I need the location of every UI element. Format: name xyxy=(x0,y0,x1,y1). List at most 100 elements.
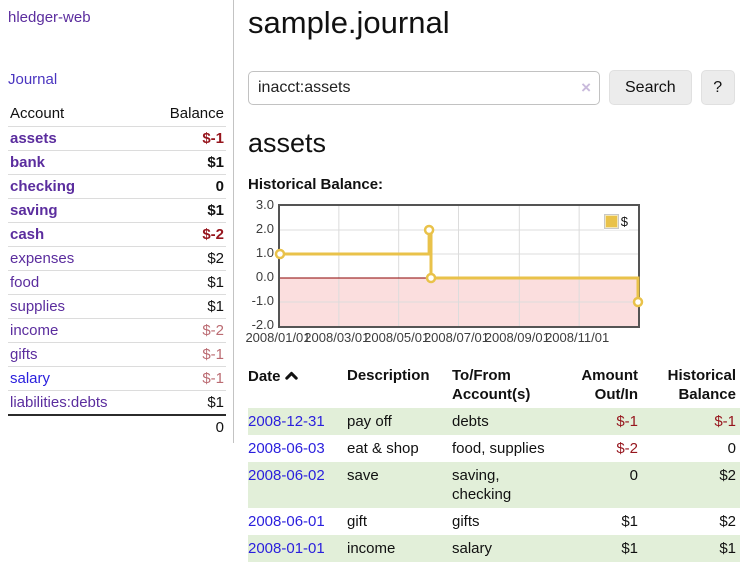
sidebar-account-link[interactable]: food xyxy=(10,274,40,291)
account-heading: assets xyxy=(248,128,327,158)
accounts-col-account: Account xyxy=(8,101,147,127)
page-title: sample.journal xyxy=(248,5,450,40)
search-form: × Search ? xyxy=(248,70,742,105)
account-balance: $1 xyxy=(146,198,226,223)
transaction-amount: $-1 xyxy=(616,413,638,430)
search-button[interactable]: Search xyxy=(609,70,692,105)
transaction-date-link[interactable]: 2008-01-01 xyxy=(248,540,325,557)
transaction-date-link[interactable]: 2008-12-31 xyxy=(248,413,325,430)
account-row: cash $-2 xyxy=(8,222,226,247)
account-balance: $1 xyxy=(146,150,226,175)
transaction-date-link[interactable]: 2008-06-01 xyxy=(248,513,325,530)
legend-label: $ xyxy=(620,214,628,229)
account-row: supplies $1 xyxy=(8,294,226,319)
x-axis-tick-label: 2008/07/01 xyxy=(423,330,490,345)
nav-journal-link[interactable]: Journal xyxy=(8,71,58,88)
y-axis-tick-label: 1.0 xyxy=(255,245,274,260)
accounts-total-row: 0 xyxy=(8,414,226,439)
clear-search-icon[interactable]: × xyxy=(581,77,591,97)
legend-swatch-icon xyxy=(603,214,619,229)
help-button[interactable]: ? xyxy=(700,70,735,105)
account-row: assets $-1 xyxy=(8,127,226,151)
account-balance: $2 xyxy=(146,246,226,271)
main-content: sample.journal × Search ? assets Histori… xyxy=(235,0,742,562)
accounts-table: Account Balance assets $-1 bank $1 checking 0… xyxy=(8,101,226,439)
sidebar-account-link[interactable]: expenses xyxy=(10,250,75,267)
transaction-description: save xyxy=(347,467,379,484)
account-row: expenses $2 xyxy=(8,246,226,271)
transaction-accounts: saving, checking xyxy=(452,467,512,503)
accounts-total-value: 0 xyxy=(146,414,226,439)
account-row: gifts $-1 xyxy=(8,342,226,367)
account-row: checking 0 xyxy=(8,174,226,199)
account-balance: 0 xyxy=(146,174,226,199)
y-axis-tick-label: 3.0 xyxy=(255,197,274,212)
register-col-balance: Historical Balance xyxy=(667,367,736,403)
account-row: salary $-1 xyxy=(8,366,226,391)
chart-legend: $ xyxy=(603,213,629,230)
sidebar-account-link[interactable]: income xyxy=(10,322,59,339)
transaction-description: pay off xyxy=(347,413,392,430)
transaction-accounts: food, supplies xyxy=(452,440,545,457)
x-axis-tick-label: 2008/01/01 xyxy=(245,330,311,345)
x-axis-tick-label: 2008/11/01 xyxy=(545,330,610,345)
register-row: 2008-06-02 save saving, checking 0 $2 xyxy=(248,462,740,508)
account-balance: $1 xyxy=(146,390,226,415)
register-col-tofrom: To/From Account(s) xyxy=(452,367,531,403)
register-row: 2008-12-31 pay off debts $-1 $-1 xyxy=(248,408,740,435)
sidebar-account-link[interactable]: saving xyxy=(10,202,58,219)
account-row: income $-2 xyxy=(8,318,226,343)
sidebar-account-link[interactable]: liabilities:debts xyxy=(10,394,108,411)
historical-balance-chart: $ 3.0 2.0 1.0 0.0 -1.0 -2.0 2008/01/01 2008/03/… xyxy=(245,197,648,346)
register-col-amount: Amount Out/In xyxy=(581,367,638,403)
transaction-accounts: salary xyxy=(452,540,493,557)
y-axis-tick-label: 2.0 xyxy=(255,221,274,236)
sort-ascending-icon xyxy=(284,366,298,385)
account-row: saving $1 xyxy=(8,198,226,223)
account-row: liabilities:debts $1 xyxy=(8,390,226,415)
x-axis-tick-label: 2008/03/01 xyxy=(304,330,370,345)
transaction-amount: $-2 xyxy=(616,440,638,457)
register-row: 2008-06-03 eat & shop food, supplies $-2 0 xyxy=(248,435,740,462)
account-row: food $1 xyxy=(8,270,226,295)
account-balance: $1 xyxy=(146,270,226,295)
search-input[interactable] xyxy=(248,70,600,105)
y-axis-tick-label: -2.0 xyxy=(251,317,274,332)
data-point-marker xyxy=(274,248,286,260)
transaction-balance: $2 xyxy=(719,513,736,530)
transaction-date-link[interactable]: 2008-06-03 xyxy=(248,440,325,457)
transaction-date-link[interactable]: 2008-06-02 xyxy=(248,467,325,484)
chart-canvas xyxy=(274,206,644,326)
data-point-marker xyxy=(423,224,435,236)
account-balance: $-2 xyxy=(146,318,226,343)
sidebar-account-link[interactable]: bank xyxy=(10,154,46,171)
data-point-marker xyxy=(632,296,644,308)
app-brand-link[interactable]: hledger-web xyxy=(8,9,91,26)
register-table: Date Description To/From Account(s) Amou… xyxy=(248,362,740,562)
sidebar-account-link[interactable]: cash xyxy=(10,226,45,243)
transaction-accounts: gifts xyxy=(452,513,480,530)
transaction-description: gift xyxy=(347,513,368,530)
sidebar-account-link[interactable]: supplies xyxy=(10,298,66,315)
account-balance: $1 xyxy=(146,294,226,319)
chart-section-label: Historical Balance: xyxy=(248,176,384,193)
account-balance: $-2 xyxy=(146,222,226,247)
x-axis-tick-label: 2008/09/01 xyxy=(484,330,550,345)
register-col-date[interactable]: Date xyxy=(248,362,347,408)
account-balance: $-1 xyxy=(146,366,226,391)
register-row: 2008-01-01 income salary $1 $1 xyxy=(248,535,740,562)
sidebar: hledger-web Journal Account Balance asse… xyxy=(0,0,234,443)
sidebar-account-link[interactable]: checking xyxy=(10,178,76,195)
transaction-balance: $-1 xyxy=(714,413,736,430)
y-axis-tick-label: -1.0 xyxy=(251,293,274,308)
transaction-balance: $1 xyxy=(719,540,736,557)
transaction-balance: $2 xyxy=(719,467,736,484)
transaction-accounts: debts xyxy=(452,413,489,430)
transaction-amount: $1 xyxy=(621,540,638,557)
sidebar-account-link[interactable]: gifts xyxy=(10,346,38,363)
x-axis-tick-label: 2008/05/01 xyxy=(364,330,430,345)
account-balance: $-1 xyxy=(202,130,224,147)
register-col-description: Description xyxy=(347,367,430,384)
sidebar-account-link[interactable]: assets xyxy=(10,130,57,147)
sidebar-account-link[interactable]: salary xyxy=(10,370,51,387)
